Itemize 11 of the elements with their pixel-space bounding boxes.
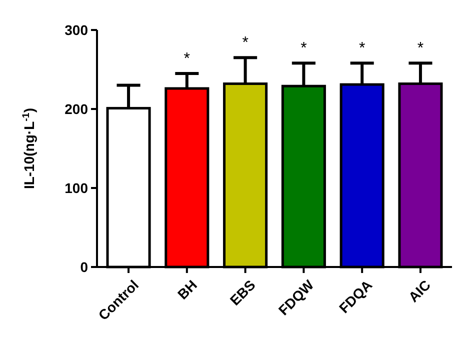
annotation: * [242,34,248,52]
annotation: * [358,40,366,58]
annotation: * [417,40,424,58]
x-tick-label: BH [174,276,200,302]
y-tick-label: 100 [64,180,88,196]
y-tick-label: 0 [80,258,88,275]
annotation: * [300,40,307,58]
y-tick-label: 300 [64,22,88,38]
y-tick-label: 200 [64,100,88,117]
annotation: * [184,50,190,68]
x-tick-label: AIC [405,276,434,306]
